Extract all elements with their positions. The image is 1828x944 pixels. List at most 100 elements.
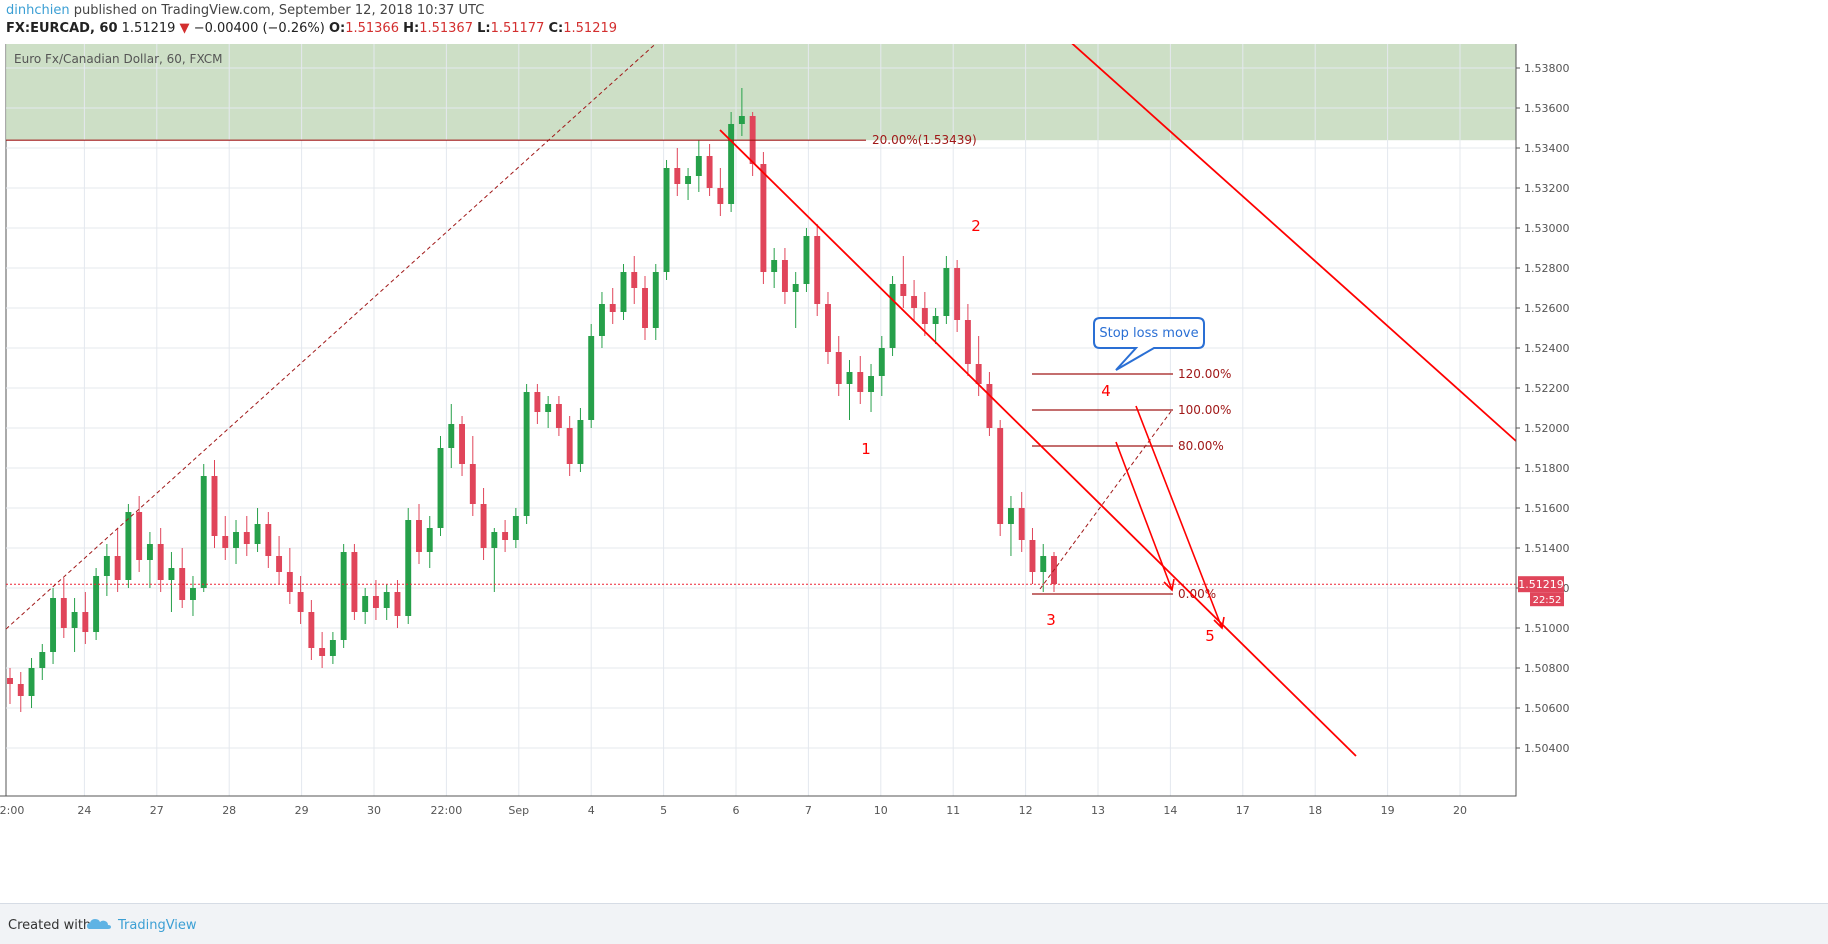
candle-body [426, 528, 433, 552]
footer-bar: Created with TradingView [0, 903, 1828, 944]
wave-label: 5 [1205, 627, 1215, 645]
candle-body [835, 352, 842, 384]
candle-body [814, 236, 821, 304]
time-tick-label: 27 [150, 804, 164, 817]
projection-arrow-line [1135, 405, 1223, 629]
ohlc-line: FX:EURCAD, 60 1.51219 ▼ −0.00400 (−0.26%… [6, 21, 617, 36]
candle-body [28, 668, 35, 696]
author-link[interactable]: dinhchien [6, 3, 70, 18]
time-tick-label: 14 [1163, 804, 1177, 817]
candle-body [351, 552, 358, 612]
candle-body [233, 532, 239, 548]
wave-label: 4 [1101, 382, 1111, 400]
candle-body [663, 168, 670, 272]
wave-label: 2 [971, 217, 981, 235]
time-tick-label: 17 [1236, 804, 1250, 817]
price-tick-label: 1.51400 [1524, 542, 1570, 555]
candle-body [416, 520, 422, 552]
symbol-label: FX:EURCAD, 60 [6, 21, 118, 36]
time-tick-label: 6 [733, 804, 740, 817]
candle-body [372, 596, 379, 608]
candle-body [932, 316, 939, 324]
candle-body [168, 568, 175, 580]
candle-body [738, 116, 745, 124]
candle-body [437, 448, 444, 528]
tradingview-link[interactable]: TradingView [118, 918, 197, 933]
candle-body [394, 592, 401, 616]
time-tick-label: 12 [1019, 804, 1033, 817]
fib-20-label: 20.00%(1.53439) [872, 133, 977, 147]
candle-body [190, 588, 196, 600]
candle-body [125, 512, 132, 580]
candle-body [555, 404, 562, 428]
time-tick-label: 10 [874, 804, 888, 817]
candle-body [7, 678, 13, 684]
candle-body [329, 640, 336, 656]
callout-bubble [1093, 317, 1205, 371]
callout-text: Stop loss move [1099, 326, 1198, 341]
chart-header: dinhchien published on TradingView.com, … [0, 0, 1828, 44]
created-with-text: Created with [8, 918, 92, 933]
time-axis[interactable]: 2:00 24 27 28 29 30 22:00 Sep 4 5 6 7 10 11 12 13 14 17 18… [0, 795, 1516, 817]
candle-body [211, 476, 218, 536]
candle-body [986, 384, 993, 428]
candle-body [685, 176, 692, 184]
candle-body [598, 304, 605, 336]
candle-body [136, 512, 143, 560]
open-value: 1.51366 [345, 21, 399, 36]
price-tick-label: 1.50600 [1524, 702, 1570, 715]
price-axis[interactable]: 1.53800 1.53600 1.53400 1.53200 1.53000 1.528… [1515, 44, 1570, 796]
candle-body [1029, 540, 1036, 572]
candle-body [631, 272, 638, 288]
publish-info: published on TradingView.com, September … [73, 3, 485, 18]
candle-body [577, 420, 584, 464]
time-tick-label: 24 [77, 804, 91, 817]
price-tick-label: 1.52000 [1524, 422, 1570, 435]
candle-body [512, 516, 519, 540]
down-arrow-icon: ▼ [179, 21, 190, 36]
candle-body [459, 424, 466, 464]
candle-body [340, 552, 347, 640]
candle-body [60, 598, 67, 628]
candle-body [222, 536, 229, 548]
candle-body [642, 288, 648, 328]
time-tick-label: 20 [1453, 804, 1467, 817]
tradingview-cloud-icon[interactable] [86, 916, 112, 932]
candle-body [286, 572, 293, 592]
candle-body [857, 372, 864, 392]
candle-body [523, 392, 530, 516]
candle-body [319, 648, 326, 656]
candle-body [728, 124, 735, 204]
candle-body [480, 504, 487, 548]
high-label: H: [403, 21, 420, 36]
projection-arrow-line [1115, 441, 1173, 591]
candle-body [1018, 508, 1025, 540]
candle-body [157, 544, 164, 580]
candle-body [1040, 556, 1047, 572]
price-tick-label: 1.50800 [1524, 662, 1570, 675]
candle-body [146, 544, 153, 560]
candle-body [405, 520, 412, 616]
price-tick-label: 1.53600 [1524, 102, 1570, 115]
price-tick-label: 1.52800 [1524, 262, 1570, 275]
time-tick-label: 22:00 [431, 804, 463, 817]
price-tick-label: 1.53200 [1524, 182, 1570, 195]
price-tick-label: 1.51800 [1524, 462, 1570, 475]
candle-body [254, 524, 261, 544]
candle-body [792, 284, 799, 292]
candle-body [297, 592, 304, 612]
candle-body [71, 612, 78, 628]
countdown-label: 22:52 [1533, 595, 1562, 606]
wave-label: 3 [1046, 611, 1056, 629]
countdown-bg [1530, 592, 1564, 607]
price-chart[interactable]: 20.00%(1.53439)120.00%100.00%80.00%0.00%… [0, 44, 1828, 903]
dashed-channel-line [5, 44, 657, 630]
candle-body [674, 168, 681, 184]
candle-body [469, 464, 476, 504]
price-tick-label: 1.53000 [1524, 222, 1570, 235]
time-tick-label: 4 [588, 804, 595, 817]
candle-body [93, 576, 100, 632]
time-tick-label: 11 [946, 804, 960, 817]
candle-body [276, 556, 283, 572]
candle-body [695, 156, 702, 176]
